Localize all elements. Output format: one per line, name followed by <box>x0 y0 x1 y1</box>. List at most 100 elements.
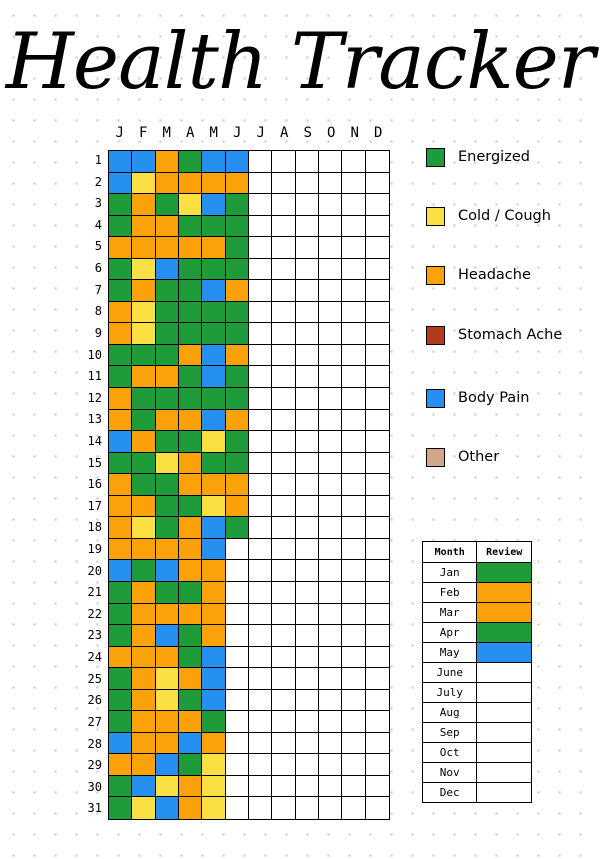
tracker-cell[interactable] <box>295 668 319 690</box>
tracker-cell[interactable] <box>179 603 203 626</box>
tracker-cell[interactable] <box>319 711 343 733</box>
tracker-cell[interactable] <box>365 301 389 324</box>
tracker-cell[interactable] <box>109 603 133 626</box>
tracker-cell[interactable] <box>342 797 366 819</box>
tracker-cell[interactable] <box>179 172 203 195</box>
tracker-cell[interactable] <box>179 495 203 518</box>
tracker-cell[interactable] <box>272 603 296 626</box>
tracker-cell[interactable] <box>202 581 226 604</box>
tracker-cell[interactable] <box>249 625 273 647</box>
tracker-cell[interactable] <box>132 603 156 626</box>
tracker-cell[interactable] <box>295 689 319 712</box>
tracker-cell[interactable] <box>109 517 133 539</box>
tracker-cell[interactable] <box>179 797 203 819</box>
tracker-cell[interactable] <box>295 237 319 259</box>
tracker-cell[interactable] <box>109 344 133 367</box>
tracker-cell[interactable] <box>319 409 343 432</box>
tracker-cell[interactable] <box>272 366 296 389</box>
tracker-cell[interactable] <box>272 689 296 712</box>
tracker-cell[interactable] <box>365 172 389 195</box>
review-color-cell[interactable] <box>476 622 532 643</box>
tracker-cell[interactable] <box>295 538 319 561</box>
tracker-cell[interactable] <box>249 280 273 302</box>
tracker-cell[interactable] <box>365 689 389 712</box>
tracker-cell[interactable] <box>295 431 319 453</box>
tracker-cell[interactable] <box>179 732 203 755</box>
tracker-cell[interactable] <box>319 646 343 669</box>
tracker-cell[interactable] <box>272 344 296 367</box>
tracker-cell[interactable] <box>109 689 133 712</box>
tracker-cell[interactable] <box>272 732 296 755</box>
tracker-cell[interactable] <box>155 344 179 367</box>
tracker-cell[interactable] <box>202 668 226 690</box>
tracker-cell[interactable] <box>179 194 203 216</box>
tracker-cell[interactable] <box>365 366 389 389</box>
tracker-cell[interactable] <box>202 431 226 453</box>
tracker-cell[interactable] <box>249 754 273 776</box>
tracker-cell[interactable] <box>272 668 296 690</box>
tracker-cell[interactable] <box>132 560 156 582</box>
review-color-cell[interactable] <box>476 682 532 703</box>
tracker-cell[interactable] <box>155 151 179 173</box>
tracker-cell[interactable] <box>225 323 249 345</box>
tracker-cell[interactable] <box>109 237 133 259</box>
tracker-cell[interactable] <box>225 646 249 669</box>
tracker-cell[interactable] <box>365 538 389 561</box>
tracker-cell[interactable] <box>365 474 389 496</box>
tracker-cell[interactable] <box>319 538 343 561</box>
tracker-cell[interactable] <box>155 775 179 798</box>
tracker-cell[interactable] <box>225 625 249 647</box>
tracker-cell[interactable] <box>132 431 156 453</box>
tracker-cell[interactable] <box>272 151 296 173</box>
tracker-cell[interactable] <box>249 689 273 712</box>
tracker-cell[interactable] <box>202 775 226 798</box>
tracker-cell[interactable] <box>295 452 319 475</box>
tracker-cell[interactable] <box>319 732 343 755</box>
tracker-cell[interactable] <box>319 431 343 453</box>
tracker-cell[interactable] <box>272 495 296 518</box>
tracker-cell[interactable] <box>365 668 389 690</box>
tracker-cell[interactable] <box>202 711 226 733</box>
tracker-cell[interactable] <box>295 560 319 582</box>
tracker-cell[interactable] <box>342 452 366 475</box>
tracker-cell[interactable] <box>249 474 273 496</box>
tracker-cell[interactable] <box>225 754 249 776</box>
tracker-cell[interactable] <box>155 431 179 453</box>
tracker-cell[interactable] <box>202 323 226 345</box>
tracker-cell[interactable] <box>295 301 319 324</box>
tracker-cell[interactable] <box>319 172 343 195</box>
tracker-cell[interactable] <box>319 366 343 389</box>
tracker-cell[interactable] <box>342 323 366 345</box>
tracker-cell[interactable] <box>179 280 203 302</box>
tracker-cell[interactable] <box>342 172 366 195</box>
tracker-cell[interactable] <box>365 215 389 238</box>
tracker-cell[interactable] <box>132 689 156 712</box>
tracker-cell[interactable] <box>365 581 389 604</box>
tracker-cell[interactable] <box>109 668 133 690</box>
tracker-cell[interactable] <box>319 258 343 281</box>
tracker-cell[interactable] <box>225 301 249 324</box>
tracker-cell[interactable] <box>272 258 296 281</box>
review-color-cell[interactable] <box>476 582 532 603</box>
tracker-cell[interactable] <box>319 237 343 259</box>
tracker-cell[interactable] <box>249 711 273 733</box>
tracker-cell[interactable] <box>109 538 133 561</box>
tracker-cell[interactable] <box>249 323 273 345</box>
tracker-cell[interactable] <box>155 495 179 518</box>
tracker-cell[interactable] <box>272 452 296 475</box>
review-color-cell[interactable] <box>476 662 532 683</box>
tracker-cell[interactable] <box>249 215 273 238</box>
tracker-cell[interactable] <box>202 732 226 755</box>
tracker-cell[interactable] <box>365 732 389 755</box>
tracker-cell[interactable] <box>295 280 319 302</box>
tracker-cell[interactable] <box>272 646 296 669</box>
tracker-cell[interactable] <box>319 388 343 410</box>
tracker-cell[interactable] <box>249 151 273 173</box>
tracker-cell[interactable] <box>179 538 203 561</box>
tracker-cell[interactable] <box>225 366 249 389</box>
tracker-cell[interactable] <box>272 409 296 432</box>
tracker-cell[interactable] <box>155 237 179 259</box>
tracker-cell[interactable] <box>272 388 296 410</box>
tracker-cell[interactable] <box>179 754 203 776</box>
tracker-cell[interactable] <box>295 151 319 173</box>
